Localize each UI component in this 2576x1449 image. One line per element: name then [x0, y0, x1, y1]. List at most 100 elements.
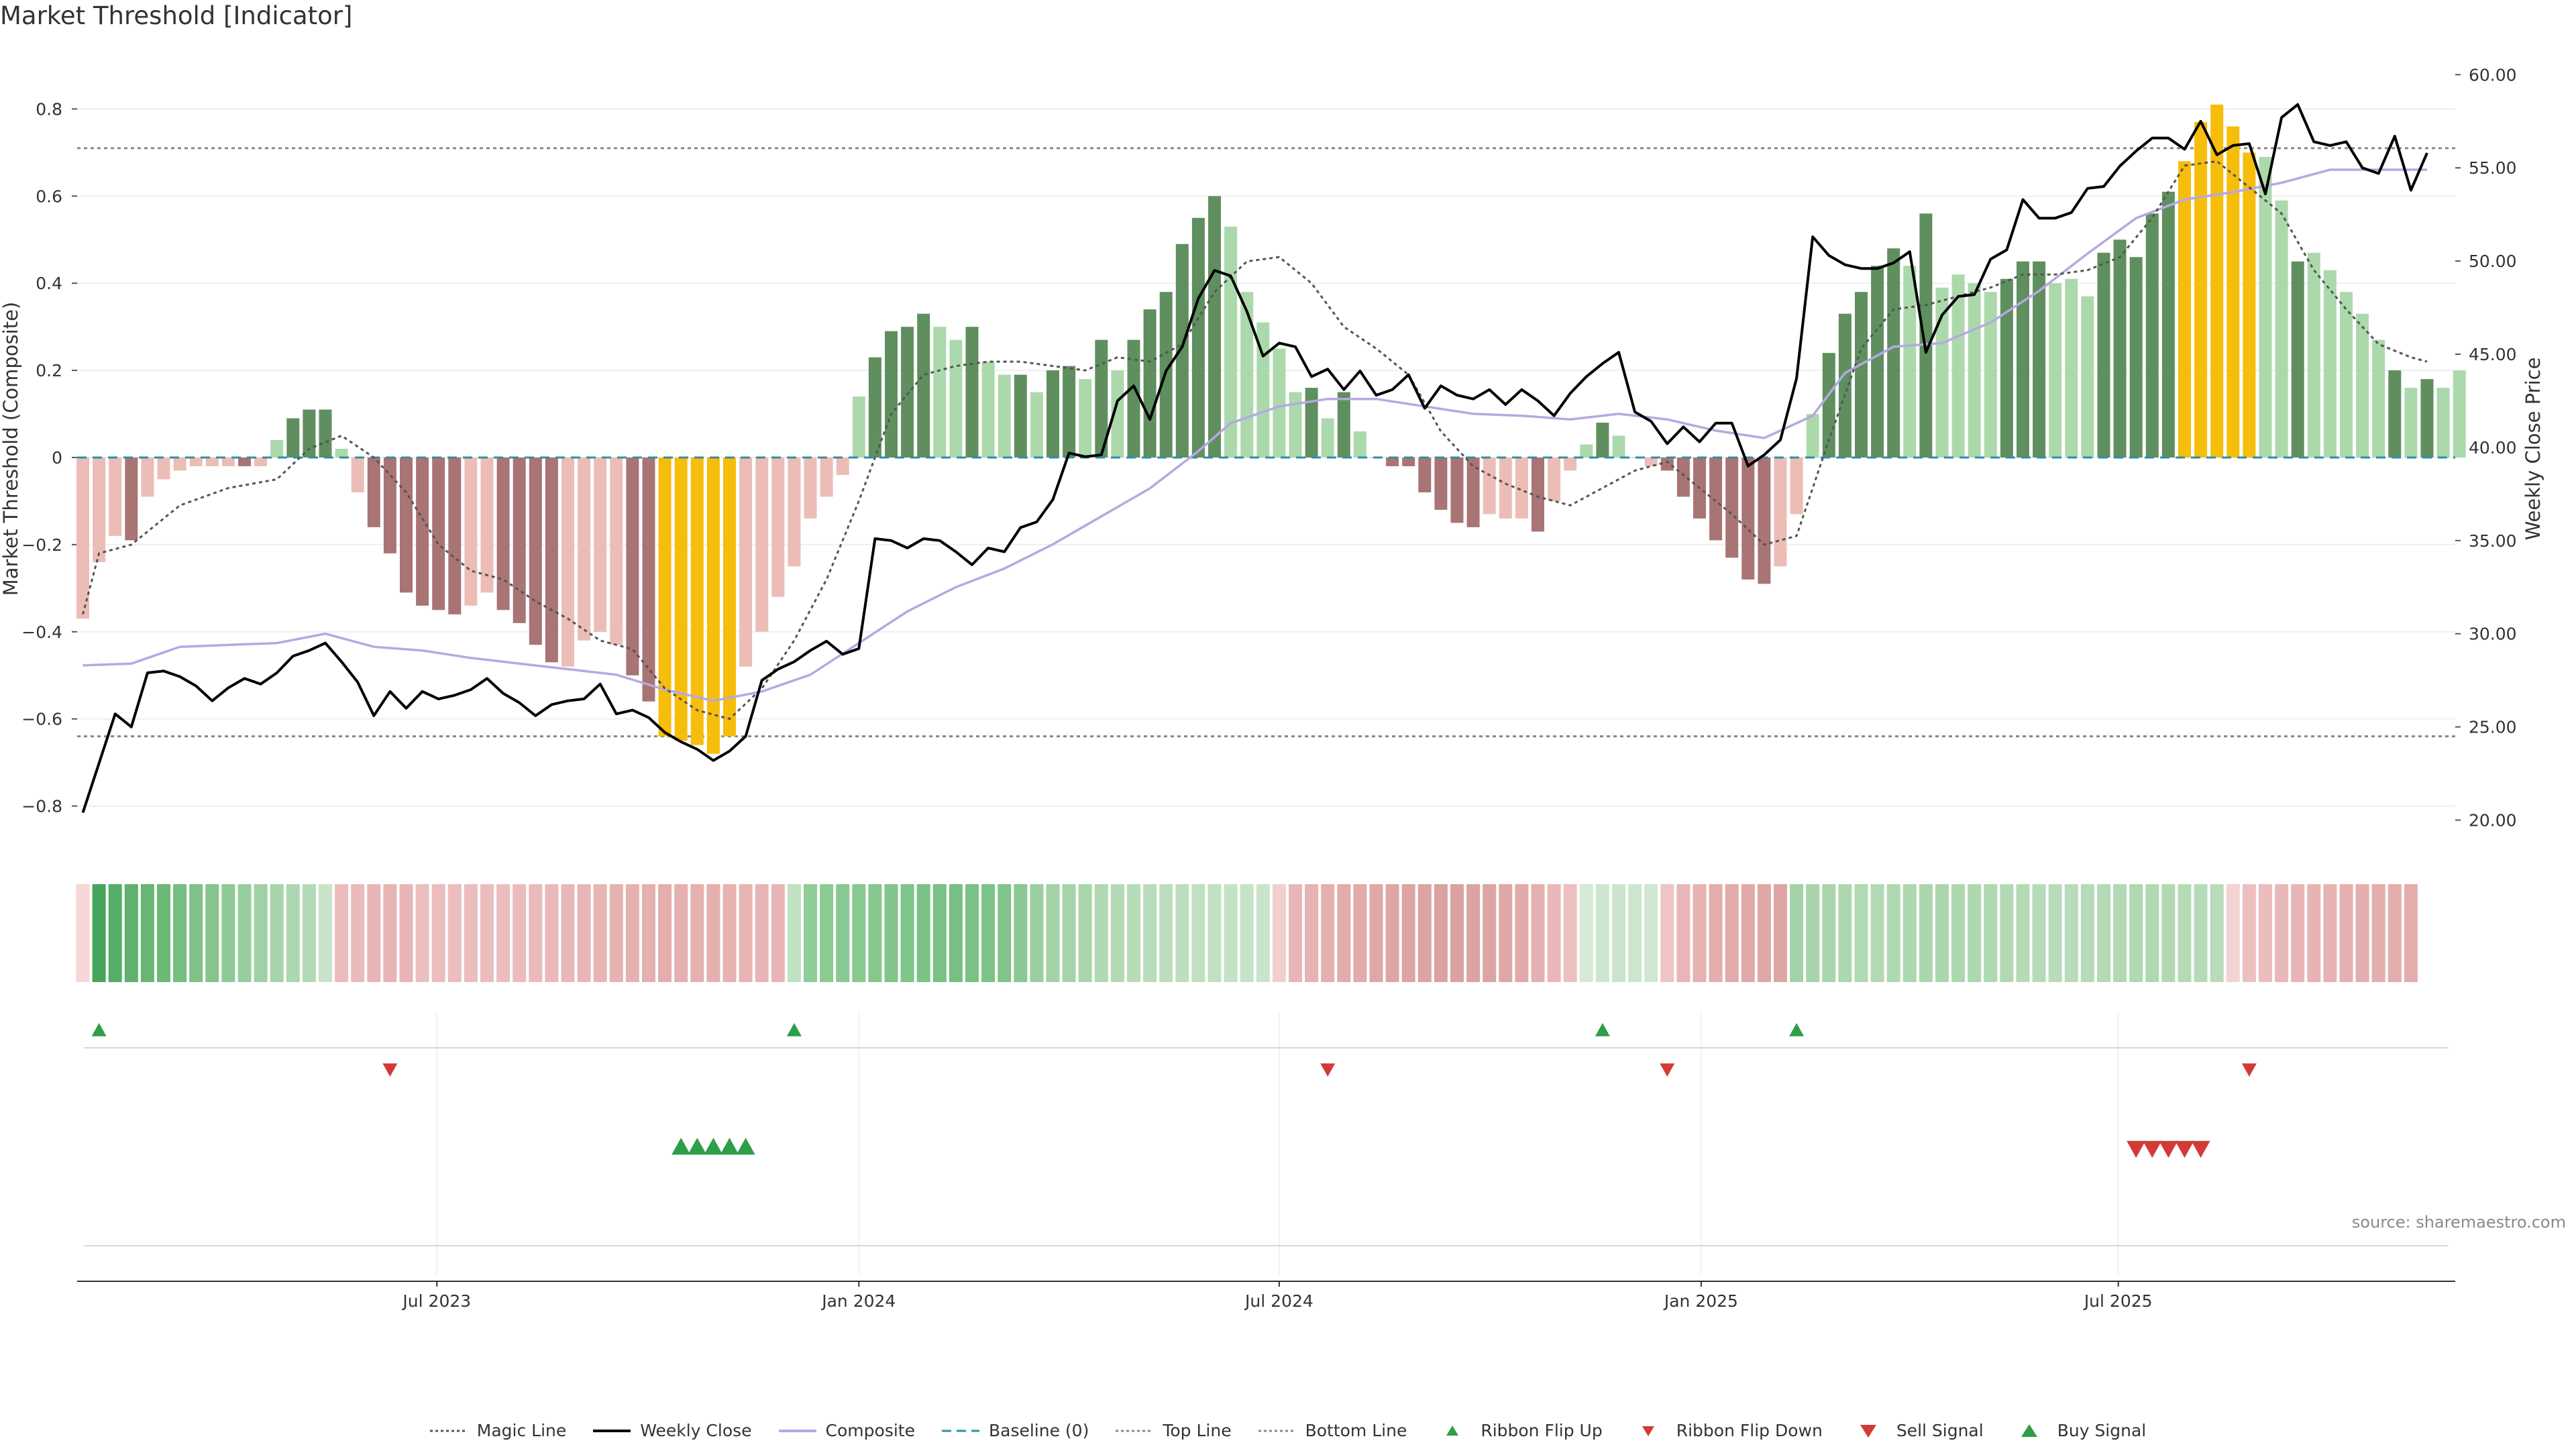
ribbon-cell: [221, 884, 235, 982]
ribbon-cell: [1725, 884, 1739, 982]
ribbon-cell: [1272, 884, 1286, 982]
legend-swatch: [1849, 1424, 1887, 1438]
composite-bar: [1030, 392, 1043, 458]
composite-bar: [221, 457, 235, 466]
composite-bar: [901, 327, 914, 458]
ribbon-cell: [868, 884, 882, 982]
composite-bar: [998, 374, 1011, 458]
ribbon-cell: [2371, 884, 2385, 982]
composite-bar: [2129, 257, 2143, 458]
composite-bar: [755, 457, 769, 632]
ribbon-cell: [1094, 884, 1108, 982]
buy-signal-marker: [720, 1138, 739, 1155]
ribbon-cell: [415, 884, 429, 982]
composite-bar: [254, 457, 268, 466]
ribbon-cell: [609, 884, 623, 982]
buy-signal-marker: [688, 1138, 707, 1155]
ribbon-cell: [852, 884, 866, 982]
composite-bar: [1984, 292, 1997, 458]
legend-swatch: [1116, 1424, 1154, 1438]
composite-bar: [2033, 261, 2046, 458]
composite-bar: [852, 396, 865, 458]
ribbon-cell: [1240, 884, 1254, 982]
ribbon-cell: [1208, 884, 1222, 982]
composite-bar: [513, 457, 526, 623]
composite-bar: [2113, 239, 2127, 458]
ribbon-cell: [1062, 884, 1076, 982]
composite-bar: [2323, 270, 2337, 458]
composite-bar: [383, 457, 396, 553]
composite-bar: [1191, 217, 1205, 458]
composite-bar: [885, 331, 898, 458]
y2-tick-label: 55.00: [2469, 158, 2517, 178]
legend-swatch: [941, 1424, 979, 1438]
ribbon-cell: [932, 884, 947, 982]
composite-bar: [2081, 296, 2094, 458]
composite-bar: [1548, 457, 1561, 501]
ribbon-cell: [108, 884, 122, 982]
ribbon-cell: [755, 884, 769, 982]
composite-bar: [1806, 414, 1819, 458]
composite-bar: [2340, 292, 2353, 458]
ribbon-cell: [2032, 884, 2046, 982]
ribbon-cell: [2000, 884, 2014, 982]
composite-bar: [286, 418, 300, 458]
ribbon-cell: [237, 884, 252, 982]
composite-bar: [1095, 339, 1108, 458]
ribbon-cell: [1757, 884, 1771, 982]
ribbon-cell: [1806, 884, 1820, 982]
composite-bar: [2453, 370, 2466, 458]
composite-bar: [690, 457, 704, 745]
ribbon-cell: [2210, 884, 2224, 982]
composite-bar: [1919, 213, 1933, 458]
magic-line: [82, 160, 2428, 720]
y2-tick-label: 35.00: [2469, 531, 2517, 551]
composite-bar: [578, 457, 591, 641]
composite-bar: [335, 449, 348, 458]
x-tick-label: Jul 2023: [401, 1291, 471, 1311]
legend-item: Magic Line: [429, 1421, 566, 1440]
legend-swatch: [2010, 1424, 2048, 1438]
ribbon-cell: [1353, 884, 1367, 982]
y2-tick-label: 60.00: [2469, 65, 2517, 85]
composite-bar: [1321, 418, 1334, 458]
composite-bar: [303, 409, 316, 458]
y-tick-label: 0.4: [36, 274, 62, 293]
ribbon-cell: [1191, 884, 1205, 982]
weekly-close-line: [81, 103, 2428, 814]
sell-signal-marker: [2127, 1140, 2146, 1158]
ribbon-cell: [2145, 884, 2159, 982]
composite-bar: [2372, 339, 2385, 458]
composite-bar: [2259, 156, 2272, 458]
composite-bar: [141, 457, 154, 497]
ribbon-cell: [173, 884, 187, 982]
ribbon-cell: [1870, 884, 1884, 982]
composite-bar: [464, 457, 478, 606]
ribbon-cell: [2259, 884, 2272, 982]
composite-bar: [351, 457, 364, 492]
ribbon-cell: [739, 884, 753, 982]
composite-bar: [173, 457, 186, 471]
composite-bar: [1741, 457, 1755, 580]
legend-swatch: [593, 1424, 631, 1438]
ribbon-cell: [771, 884, 785, 982]
y-tick-label: −0.8: [21, 797, 62, 816]
composite-bar: [1208, 196, 1221, 458]
ribbon-cell: [1305, 884, 1319, 982]
composite-bar: [610, 457, 623, 645]
ribbon-cell: [92, 884, 106, 982]
ribbon-cell: [1143, 884, 1157, 982]
composite-bar: [1968, 283, 1981, 458]
y2-tick-label: 50.00: [2469, 252, 2517, 271]
ribbon-cell: [1693, 884, 1707, 982]
ribbon-cell: [205, 884, 219, 982]
y2-tick-label: 45.00: [2469, 345, 2517, 364]
composite-bar: [1935, 287, 1949, 458]
legend-label: Ribbon Flip Up: [1481, 1421, 1603, 1440]
composite-bar: [1143, 309, 1157, 458]
composite-bar: [1305, 388, 1318, 458]
ribbon-cell: [1854, 884, 1868, 982]
legend-swatch: [1629, 1424, 1667, 1438]
ribbon-cell: [1628, 884, 1642, 982]
